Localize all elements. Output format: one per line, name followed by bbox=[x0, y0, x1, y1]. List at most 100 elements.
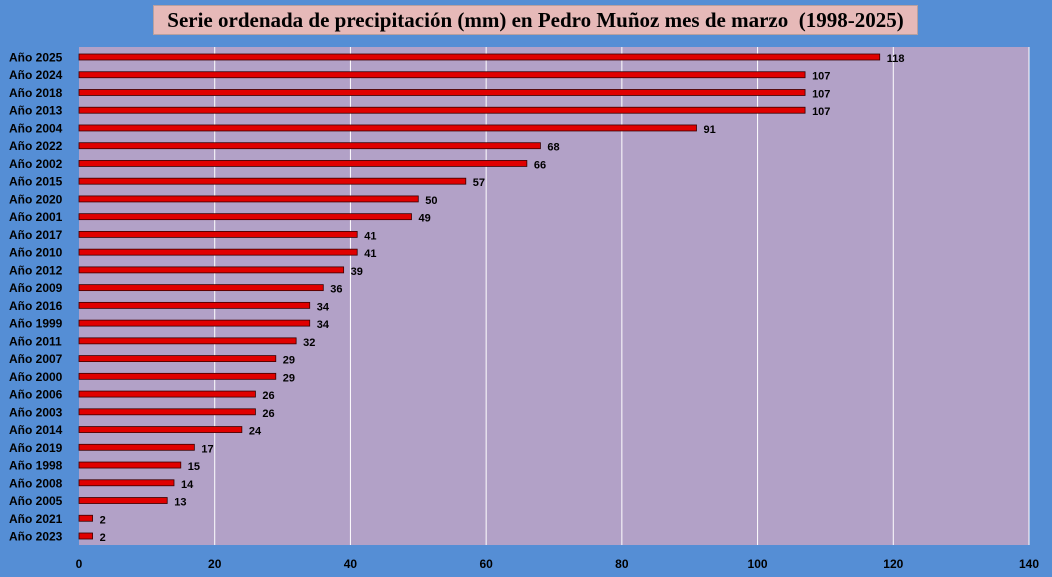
data-label: 26 bbox=[262, 390, 274, 402]
category-label: Año 2018 bbox=[9, 86, 63, 100]
category-label: Año 1998 bbox=[9, 459, 63, 473]
x-tick-label: 120 bbox=[883, 557, 903, 571]
bar bbox=[78, 213, 412, 221]
category-label: Año 2011 bbox=[9, 334, 62, 348]
x-tick-label: 140 bbox=[1019, 557, 1039, 571]
data-labels: 1181071071079168665750494141393634343229… bbox=[100, 53, 905, 544]
x-tick-label: 0 bbox=[76, 557, 83, 571]
bar bbox=[78, 177, 467, 185]
category-labels: Año 2025 Año 2024 Año 2018 Año 2013 Año 2004… bbox=[9, 51, 63, 544]
data-label: 91 bbox=[704, 124, 716, 136]
bar bbox=[78, 461, 182, 469]
bar bbox=[78, 71, 806, 79]
data-label: 49 bbox=[419, 213, 431, 225]
bar bbox=[78, 124, 697, 132]
data-label: 13 bbox=[174, 497, 186, 509]
bar bbox=[78, 426, 243, 433]
data-label: 41 bbox=[364, 248, 376, 260]
bar bbox=[78, 231, 358, 238]
data-label: 15 bbox=[188, 461, 200, 473]
category-label: Año 2002 bbox=[9, 157, 63, 171]
bar bbox=[78, 53, 881, 61]
data-label: 2 bbox=[100, 514, 106, 526]
bar bbox=[78, 301, 311, 309]
bar bbox=[78, 532, 93, 540]
bar bbox=[78, 337, 297, 345]
category-label: Año 2021 bbox=[9, 512, 63, 526]
x-tick-label: 40 bbox=[344, 557, 358, 571]
bar bbox=[78, 266, 345, 274]
bar bbox=[78, 89, 806, 96]
category-label: Año 2001 bbox=[9, 210, 63, 224]
category-label: Año 2015 bbox=[9, 175, 63, 189]
bars bbox=[78, 53, 881, 540]
x-tick-label: 100 bbox=[748, 557, 768, 571]
category-label: Año 2022 bbox=[9, 139, 63, 153]
bar bbox=[78, 390, 256, 398]
data-label: 34 bbox=[317, 301, 330, 313]
plot-area bbox=[79, 47, 1029, 545]
bar bbox=[78, 284, 324, 292]
bar bbox=[78, 443, 195, 451]
category-label: Año 2020 bbox=[9, 192, 63, 206]
category-label: Año 2006 bbox=[9, 388, 63, 402]
category-label: Año 2017 bbox=[9, 228, 63, 242]
data-label: 107 bbox=[812, 88, 830, 100]
x-tick-label: 60 bbox=[479, 557, 493, 571]
data-label: 41 bbox=[364, 230, 376, 242]
category-label: Año 2023 bbox=[9, 530, 63, 544]
data-label: 68 bbox=[547, 142, 559, 154]
category-label: Año 2016 bbox=[9, 299, 63, 313]
x-axis-tick-labels: 0 20 40 60 80 100 120 140 bbox=[76, 557, 1040, 571]
bar bbox=[78, 142, 541, 150]
category-label: Año 2025 bbox=[9, 51, 63, 65]
data-label: 26 bbox=[262, 408, 274, 420]
data-label: 2 bbox=[100, 532, 106, 544]
category-label: Año 2005 bbox=[9, 494, 63, 508]
chart-title: Serie ordenada de precipitación (mm) en … bbox=[167, 7, 904, 32]
category-label: Año 2007 bbox=[9, 352, 63, 366]
bar bbox=[78, 497, 168, 504]
data-label: 34 bbox=[317, 319, 330, 331]
category-label: Año 2024 bbox=[9, 68, 63, 82]
category-label: Año 2008 bbox=[9, 476, 63, 490]
data-label: 24 bbox=[249, 426, 262, 438]
chart-title-box: Serie ordenada de precipitación (mm) en … bbox=[153, 5, 918, 35]
category-label: Año 2004 bbox=[9, 121, 63, 135]
category-label: Año 2014 bbox=[9, 423, 63, 437]
data-label: 39 bbox=[351, 266, 363, 278]
bar bbox=[78, 106, 806, 114]
category-label: Año 2003 bbox=[9, 405, 63, 419]
category-label: Año 2009 bbox=[9, 281, 63, 295]
bar bbox=[78, 372, 277, 380]
category-label: Año 1999 bbox=[9, 317, 63, 331]
data-label: 57 bbox=[473, 177, 485, 189]
bar bbox=[78, 195, 419, 203]
data-label: 29 bbox=[283, 355, 295, 367]
x-tick-label: 80 bbox=[615, 557, 629, 571]
category-label: Año 2012 bbox=[9, 263, 63, 277]
data-label: 36 bbox=[330, 284, 342, 296]
data-label: 107 bbox=[812, 71, 830, 83]
category-label: Año 2013 bbox=[9, 104, 63, 118]
bar bbox=[78, 248, 358, 256]
data-label: 17 bbox=[201, 443, 213, 455]
bar bbox=[78, 160, 528, 167]
bar bbox=[78, 479, 175, 487]
data-label: 29 bbox=[283, 372, 295, 384]
bar bbox=[78, 355, 277, 362]
data-label: 32 bbox=[303, 337, 315, 349]
data-label: 107 bbox=[812, 106, 830, 118]
x-tick-label: 20 bbox=[208, 557, 222, 571]
bar bbox=[78, 319, 311, 327]
bar bbox=[78, 514, 93, 522]
data-label: 66 bbox=[534, 159, 546, 171]
category-label: Año 2010 bbox=[9, 246, 63, 260]
data-label: 14 bbox=[181, 479, 194, 491]
bar bbox=[78, 408, 256, 416]
category-label: Año 2000 bbox=[9, 370, 63, 384]
category-label: Año 2019 bbox=[9, 441, 63, 455]
data-label: 50 bbox=[425, 195, 437, 207]
